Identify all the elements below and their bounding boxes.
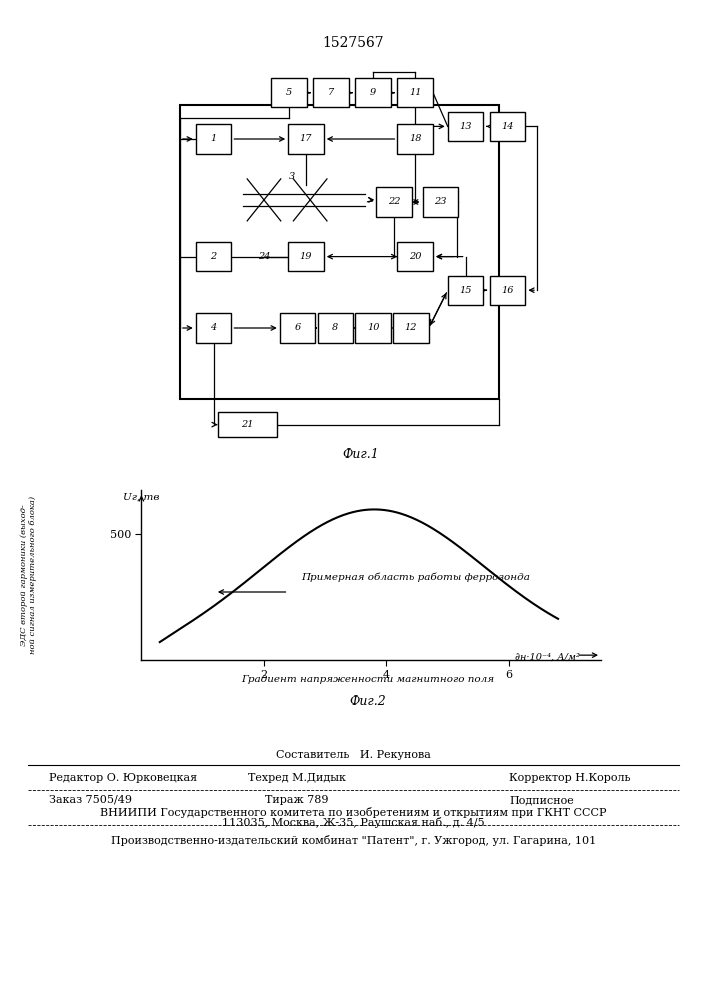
Bar (376, 187, 412, 217)
Text: 9: 9 (370, 88, 376, 97)
Text: 14: 14 (501, 122, 514, 131)
Bar (280, 313, 315, 343)
Bar (218, 412, 276, 437)
Text: Заказ 7505/49: Заказ 7505/49 (49, 795, 132, 805)
Text: 10: 10 (367, 324, 380, 332)
Text: 113035, Москва, Ж-35, Раушская наб., д. 4/5: 113035, Москва, Ж-35, Раушская наб., д. … (222, 818, 485, 828)
Text: 21: 21 (241, 420, 253, 429)
Bar (397, 124, 433, 154)
Text: ЭДС второй гармоники (выход-
ной сигнал измерительного блока): ЭДС второй гармоники (выход- ной сигнал … (20, 496, 37, 654)
Text: 16: 16 (501, 286, 514, 295)
Bar (271, 78, 307, 107)
Text: Uг, тв: Uг, тв (123, 493, 159, 502)
Text: 11: 11 (409, 88, 421, 97)
Text: 6: 6 (294, 324, 300, 332)
Bar (288, 124, 324, 154)
Text: Производственно-издательский комбинат "Патент", г. Ужгород, ул. Гагарина, 101: Производственно-издательский комбинат "П… (111, 834, 596, 846)
Text: Техред М.Дидык: Техред М.Дидык (248, 773, 346, 783)
Text: 2: 2 (211, 252, 216, 261)
Text: 1527567: 1527567 (322, 36, 385, 50)
Text: 19: 19 (300, 252, 312, 261)
Text: Примерная область работы феррозонда: Примерная область работы феррозонда (300, 572, 530, 582)
Bar (180, 105, 499, 399)
Text: Тираж 789: Тираж 789 (265, 795, 329, 805)
Text: 13: 13 (460, 122, 472, 131)
Bar (317, 313, 354, 343)
Text: 8: 8 (332, 324, 339, 332)
Bar (490, 112, 525, 141)
Text: 7: 7 (328, 88, 334, 97)
Text: 12: 12 (404, 324, 417, 332)
Text: ВНИИПИ Государственного комитета по изобретениям и открытиям при ГКНТ СССР: ВНИИПИ Государственного комитета по изоб… (100, 808, 607, 818)
Text: 24: 24 (258, 252, 270, 261)
Bar (196, 313, 231, 343)
Text: Редактор О. Юрковецкая: Редактор О. Юрковецкая (49, 773, 198, 783)
Text: 23: 23 (434, 198, 447, 207)
Text: Фиг.1: Фиг.1 (342, 448, 379, 460)
Text: Градиент напряженности магнитного поля: Градиент напряженности магнитного поля (241, 675, 494, 684)
Text: 20: 20 (409, 252, 421, 261)
Text: Корректор Н.Король: Корректор Н.Король (509, 773, 631, 783)
Text: 22: 22 (388, 198, 400, 207)
Text: Составитель   И. Рекунова: Составитель И. Рекунова (276, 750, 431, 760)
Bar (313, 78, 349, 107)
Text: 18: 18 (409, 134, 421, 143)
Bar (288, 242, 324, 271)
Text: Фиг.2: Фиг.2 (349, 695, 386, 708)
Bar (356, 78, 391, 107)
Bar (397, 242, 433, 271)
Text: 3: 3 (289, 172, 296, 181)
Bar (397, 78, 433, 107)
Text: 4: 4 (211, 324, 216, 332)
Bar (196, 124, 231, 154)
Bar (448, 112, 484, 141)
Bar (448, 275, 484, 305)
Text: 17: 17 (300, 134, 312, 143)
Text: 15: 15 (460, 286, 472, 295)
Text: ∂н·10⁻⁴, А/м²: ∂н·10⁻⁴, А/м² (515, 653, 580, 662)
Bar (490, 275, 525, 305)
Text: 1: 1 (211, 134, 216, 143)
Text: 5: 5 (286, 88, 292, 97)
Bar (423, 187, 458, 217)
Bar (356, 313, 391, 343)
Bar (393, 313, 429, 343)
Bar (196, 242, 231, 271)
Text: Подписное: Подписное (509, 795, 574, 805)
